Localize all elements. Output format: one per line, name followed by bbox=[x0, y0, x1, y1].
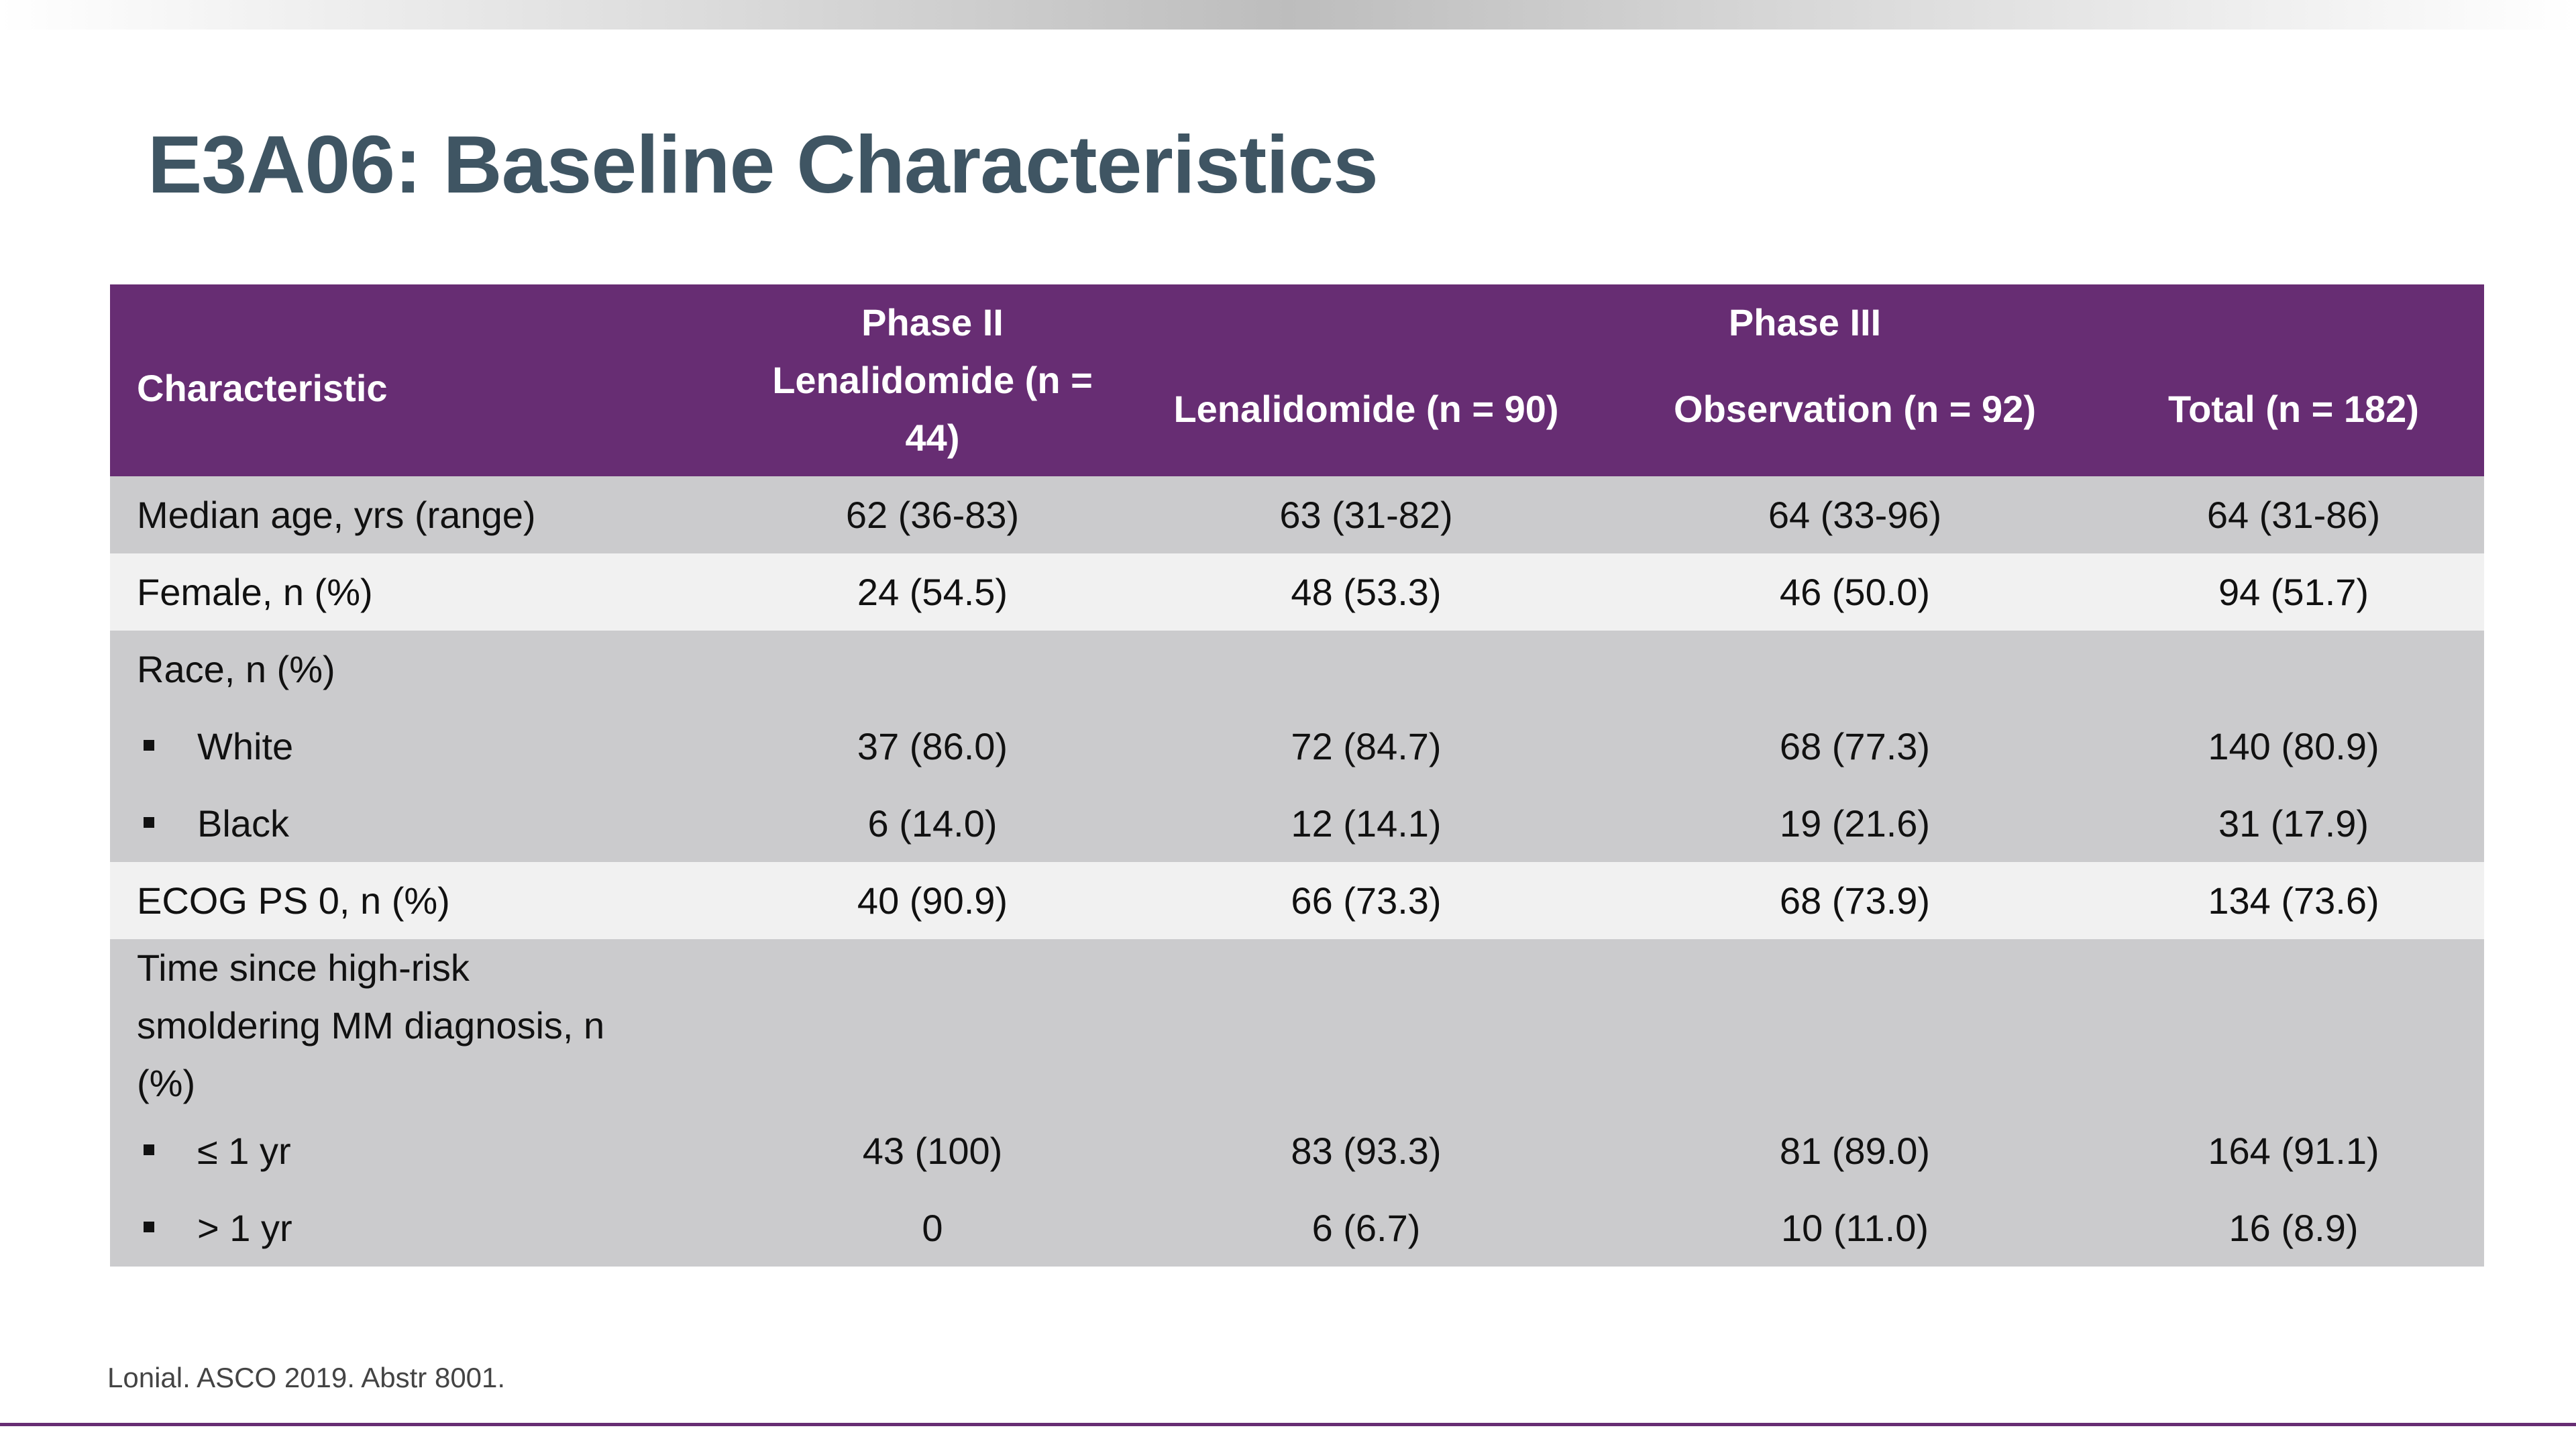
table-cell: 40 (90.9) bbox=[739, 862, 1126, 939]
header-row: Lenalidomide (n = 44) Lenalidomide (n = … bbox=[110, 352, 2485, 476]
table-cell: 48 (53.3) bbox=[1126, 553, 1607, 631]
header-cell: Lenalidomide (n = 44) bbox=[739, 352, 1126, 476]
table-cell: 6 (14.0) bbox=[739, 785, 1126, 862]
bottom-rule bbox=[0, 1423, 2576, 1426]
table-cell: 72 (84.7) bbox=[1126, 708, 1607, 785]
row-label: Time since high-risk smoldering MM diagn… bbox=[110, 939, 739, 1112]
table-head: Characteristic Phase II Phase III Lenali… bbox=[110, 284, 2485, 476]
table-cell: 68 (73.9) bbox=[1607, 862, 2103, 939]
table-cell: 10 (11.0) bbox=[1607, 1189, 2103, 1267]
table-row: Race, n (%) bbox=[110, 631, 2485, 708]
table-row: ≤ 1 yr 43 (100) 83 (93.3) 81 (89.0) 164 (91.… bbox=[110, 1112, 2485, 1189]
table-cell: 43 (100) bbox=[739, 1112, 1126, 1189]
source-note: Lonial. ASCO 2019. Abstr 8001. bbox=[107, 1362, 506, 1393]
table-cell: 31 (17.9) bbox=[2103, 785, 2485, 862]
data-table: Characteristic Phase II Phase III Lenali… bbox=[110, 284, 2485, 1267]
table-cell: 94 (51.7) bbox=[2103, 553, 2485, 631]
table-cell: 16 (8.9) bbox=[2103, 1189, 2485, 1267]
table-cell bbox=[1126, 939, 1607, 1112]
table-cell: 12 (14.1) bbox=[1126, 785, 1607, 862]
header-cell: Observation (n = 92) bbox=[1607, 352, 2103, 476]
header-cell: Characteristic bbox=[110, 284, 739, 476]
header-cell: Lenalidomide (n = 90) bbox=[1126, 352, 1607, 476]
table-cell bbox=[1607, 939, 2103, 1112]
table-cell: 0 bbox=[739, 1189, 1126, 1267]
table-row: > 1 yr 0 6 (6.7) 10 (11.0) 16 (8.9) bbox=[110, 1189, 2485, 1267]
table-row: Time since high-risk smoldering MM diagn… bbox=[110, 939, 2485, 1112]
table-cell: 64 (31-86) bbox=[2103, 476, 2485, 553]
table-row: ECOG PS 0, n (%) 40 (90.9) 66 (73.3) 68 (73… bbox=[110, 862, 2485, 939]
table-row: Black 6 (14.0) 12 (14.1) 19 (21.6) 31 (17.9) bbox=[110, 785, 2485, 862]
row-label: White bbox=[110, 708, 739, 785]
table-cell: 24 (54.5) bbox=[739, 553, 1126, 631]
row-label: Median age, yrs (range) bbox=[110, 476, 739, 553]
table-cell: 81 (89.0) bbox=[1607, 1112, 2103, 1189]
table-cell: 37 (86.0) bbox=[739, 708, 1126, 785]
table-cell: 134 (73.6) bbox=[2103, 862, 2485, 939]
table-cell bbox=[1126, 631, 1607, 708]
row-label: Female, n (%) bbox=[110, 553, 739, 631]
top-bar bbox=[0, 0, 2576, 30]
table-cell bbox=[739, 631, 1126, 708]
table-cell: 66 (73.3) bbox=[1126, 862, 1607, 939]
table-cell: 63 (31-82) bbox=[1126, 476, 1607, 553]
table-cell: 19 (21.6) bbox=[1607, 785, 2103, 862]
row-label: ≤ 1 yr bbox=[110, 1112, 739, 1189]
slide-title: E3A06: Baseline Characteristics bbox=[148, 119, 1379, 210]
row-label: Race, n (%) bbox=[110, 631, 739, 708]
table-cell: 62 (36-83) bbox=[739, 476, 1126, 553]
table-row: Median age, yrs (range) 62 (36-83) 63 (31-… bbox=[110, 476, 2485, 553]
table-cell: 6 (6.7) bbox=[1126, 1189, 1607, 1267]
table-cell: 83 (93.3) bbox=[1126, 1112, 1607, 1189]
table-row: Female, n (%) 24 (54.5) 48 (53.3) 46 (50.0)… bbox=[110, 553, 2485, 631]
table-cell bbox=[739, 939, 1126, 1112]
table-cell: 46 (50.0) bbox=[1607, 553, 2103, 631]
table-cell bbox=[1607, 631, 2103, 708]
row-label: Black bbox=[110, 785, 739, 862]
table-row: White 37 (86.0) 72 (84.7) 68 (77.3) 140 (80.… bbox=[110, 708, 2485, 785]
table-cell: 140 (80.9) bbox=[2103, 708, 2485, 785]
header-cell: Phase III bbox=[1126, 284, 2485, 352]
header-cell: Total (n = 182) bbox=[2103, 352, 2485, 476]
table-cell: 64 (33-96) bbox=[1607, 476, 2103, 553]
table-cell bbox=[2103, 939, 2485, 1112]
table-body: Median age, yrs (range) 62 (36-83) 63 (31-… bbox=[110, 476, 2485, 1267]
table-cell: 68 (77.3) bbox=[1607, 708, 2103, 785]
row-label: > 1 yr bbox=[110, 1189, 739, 1267]
header-row: Characteristic Phase II Phase III bbox=[110, 284, 2485, 476]
table-cell: 164 (91.1) bbox=[2103, 1112, 2485, 1189]
header-cell: Phase II bbox=[739, 284, 1126, 352]
table-cell bbox=[2103, 631, 2485, 708]
row-label: ECOG PS 0, n (%) bbox=[110, 862, 739, 939]
